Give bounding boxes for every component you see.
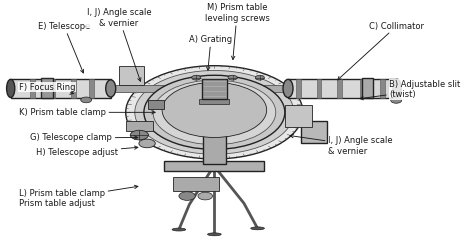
Circle shape [130, 130, 148, 140]
Ellipse shape [208, 233, 221, 236]
Circle shape [228, 75, 237, 80]
Bar [296, 79, 301, 98]
Bar [200, 99, 229, 104]
Bar [30, 79, 35, 98]
Text: K) Prism table clamp: K) Prism table clamp [19, 108, 155, 117]
Circle shape [391, 98, 401, 103]
Text: E) Telescope: E) Telescope [38, 22, 91, 73]
Bar [173, 177, 219, 191]
Bar [89, 79, 94, 98]
Bar [148, 100, 164, 109]
Bar [317, 79, 321, 98]
Circle shape [144, 75, 285, 149]
Bar [215, 85, 356, 92]
Circle shape [198, 192, 212, 200]
Text: L) Prism table clamp
Prism table adjust: L) Prism table clamp Prism table adjust [19, 185, 138, 208]
Ellipse shape [172, 228, 186, 231]
Circle shape [153, 80, 276, 145]
Circle shape [191, 75, 201, 80]
Bar [203, 111, 226, 164]
Bar [360, 79, 365, 98]
Text: I, J) Angle scale
& vernier: I, J) Angle scale & vernier [290, 134, 392, 155]
Circle shape [126, 66, 303, 159]
Circle shape [139, 139, 155, 148]
Bar [337, 79, 342, 98]
Bar [285, 105, 312, 127]
Ellipse shape [7, 79, 15, 98]
Text: G) Telescope clamp: G) Telescope clamp [30, 134, 138, 142]
Ellipse shape [393, 79, 401, 98]
Circle shape [81, 97, 91, 103]
Ellipse shape [283, 79, 293, 98]
Text: H) Telescope adjust: H) Telescope adjust [36, 146, 138, 157]
Text: A) Grating: A) Grating [190, 35, 232, 70]
Bar [51, 79, 55, 98]
Bar [362, 78, 374, 99]
Circle shape [179, 192, 195, 200]
Text: C) Collimator: C) Collimator [337, 22, 424, 80]
Bar [301, 121, 327, 143]
Ellipse shape [106, 80, 116, 97]
Circle shape [135, 70, 294, 154]
Bar [201, 79, 227, 99]
Bar [380, 79, 385, 98]
Bar [11, 79, 111, 98]
Text: F) Focus Ring: F) Focus Ring [19, 83, 75, 94]
Text: B) Adjustable slit
(twist): B) Adjustable slit (twist) [360, 80, 461, 100]
Circle shape [162, 82, 267, 137]
Bar [164, 161, 264, 171]
Bar [119, 66, 144, 85]
Text: M) Prism table
leveling screws: M) Prism table leveling screws [205, 3, 270, 60]
Ellipse shape [251, 227, 264, 230]
Bar [73, 85, 214, 92]
Text: I, J) Angle scale
& vernier: I, J) Angle scale & vernier [87, 8, 151, 81]
Bar [41, 78, 54, 99]
Bar [71, 79, 76, 98]
Bar [126, 121, 153, 132]
Circle shape [255, 75, 264, 80]
Bar [288, 79, 397, 98]
